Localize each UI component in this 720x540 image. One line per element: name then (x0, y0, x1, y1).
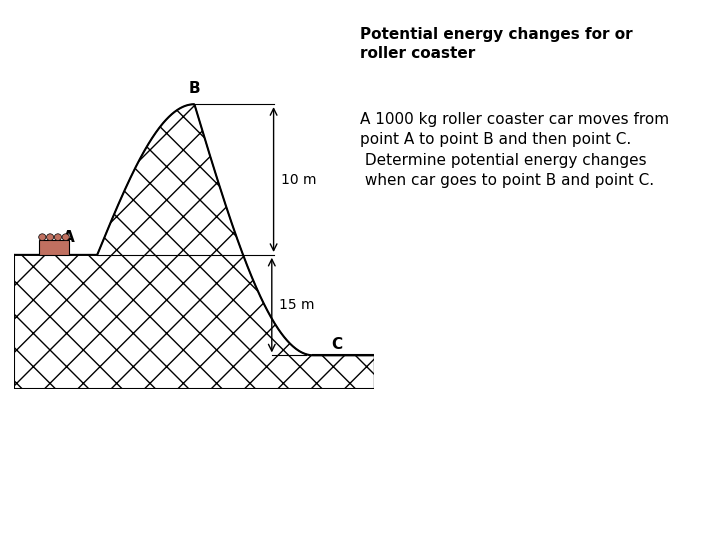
Text: Potential energy changes for or
roller coaster: Potential energy changes for or roller c… (360, 27, 633, 60)
Text: B: B (189, 81, 200, 96)
Text: 10 m: 10 m (281, 173, 316, 186)
Text: C: C (331, 337, 342, 352)
Text: A 1000 kg roller coaster car moves from
point A to point B and then point C.
 De: A 1000 kg roller coaster car moves from … (360, 112, 669, 188)
Circle shape (39, 234, 46, 240)
Circle shape (54, 234, 61, 240)
Bar (39, 240, 69, 255)
Text: A: A (63, 230, 74, 245)
Polygon shape (14, 104, 374, 389)
Text: 15 m: 15 m (279, 298, 315, 312)
Circle shape (47, 234, 54, 240)
Circle shape (62, 234, 69, 240)
